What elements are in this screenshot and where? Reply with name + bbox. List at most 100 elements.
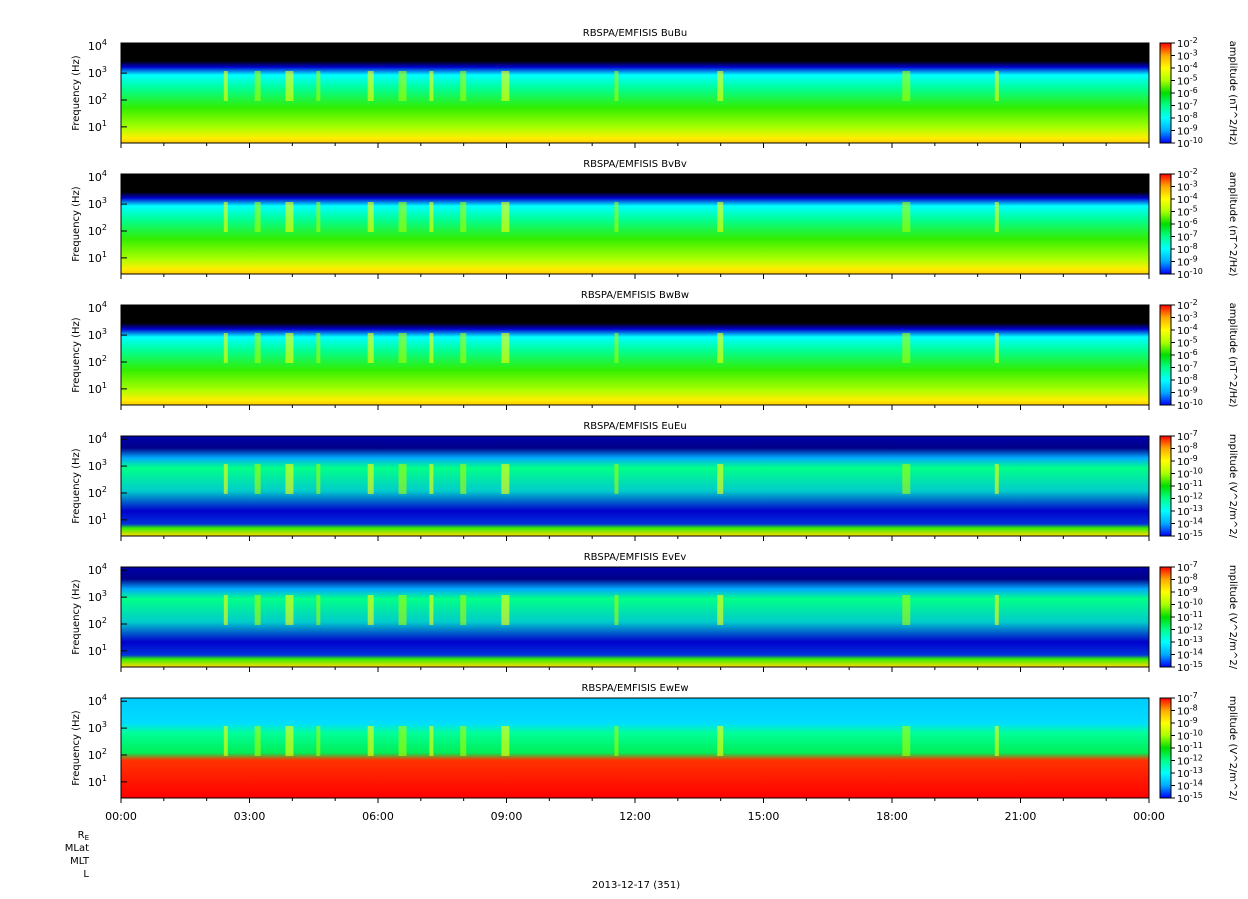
emission-burst xyxy=(316,726,321,756)
colorbar-tick-label: 10-13 xyxy=(1177,635,1203,649)
y-tick-label: 103 xyxy=(88,196,107,211)
emission-burst xyxy=(254,464,261,494)
emission-burst xyxy=(398,71,407,101)
spectrogram-panel-2: RBSPA/EMFISIS BvBv Frequency (Hz) 101 102 10… xyxy=(71,159,1238,281)
x-tick-label: 12:00 xyxy=(619,810,651,823)
emission-burst xyxy=(429,464,434,494)
spectrogram-panel-4: RBSPA/EMFISIS EuEu Frequency (Hz) 101 102 10… xyxy=(71,421,1238,543)
emission-burst xyxy=(398,464,407,494)
colorbar-tick-label: 10-4 xyxy=(1177,323,1198,337)
colorbar-tick-label: 10-6 xyxy=(1177,86,1198,100)
colorbar-tick-label: 10-2 xyxy=(1177,167,1198,181)
emission-burst xyxy=(460,464,467,494)
x-tick-label: 15:00 xyxy=(748,810,780,823)
colorbar-label: mplitude (V^2/m^2/ xyxy=(1227,565,1238,670)
ephemeris-row-label: MLat xyxy=(65,843,89,854)
x-tick-label: 09:00 xyxy=(491,810,523,823)
emission-burst xyxy=(367,726,374,756)
y-tick-label: 104 xyxy=(88,169,107,184)
colorbar-tick-label: 10-7 xyxy=(1177,691,1198,705)
spectrogram-panel-5: RBSPA/EMFISIS EvEv Frequency (Hz) 101 102 10… xyxy=(71,552,1238,674)
emission-burst xyxy=(285,71,294,101)
ephemeris-row-label: L xyxy=(83,869,89,880)
y-axis-label: Frequency (Hz) xyxy=(71,186,82,262)
colorbar-tick-label: 10-12 xyxy=(1177,623,1203,637)
emission-burst xyxy=(398,333,407,363)
x-tick-label: 03:00 xyxy=(234,810,266,823)
colorbar-label: amplitude (nT^2/Hz) xyxy=(1227,172,1238,277)
emission-burst xyxy=(285,595,294,625)
emission-burst xyxy=(316,202,321,232)
time-axis: 00:00 03:00 06:00 09:00 12:00 15:00 18:00 21:00… xyxy=(65,810,1165,891)
y-tick-label: 104 xyxy=(88,300,107,315)
y-axis-label: Frequency (Hz) xyxy=(71,579,82,655)
y-tick-label: 103 xyxy=(88,720,107,735)
emission-burst xyxy=(367,595,374,625)
x-tick-label: 00:00 xyxy=(105,810,137,823)
emission-burst xyxy=(717,333,724,363)
colorbar: 10-710-810-910-1010-1110-1210-1310-1410-… xyxy=(1159,691,1238,805)
y-tick-label: 103 xyxy=(88,589,107,604)
y-tick-label: 101 xyxy=(88,250,107,265)
y-tick-label: 104 xyxy=(88,38,107,53)
colorbar-tick-label: 10-7 xyxy=(1177,361,1198,375)
emission-burst xyxy=(902,202,911,232)
colorbar-tick-label: 10-10 xyxy=(1177,398,1203,412)
emission-burst xyxy=(316,71,321,101)
emission-burst xyxy=(285,464,294,494)
emission-burst xyxy=(429,202,434,232)
panel-title: RBSPA/EMFISIS EwEw xyxy=(581,683,688,694)
panel-title: RBSPA/EMFISIS BwBw xyxy=(581,290,689,301)
emission-burst xyxy=(429,71,434,101)
emission-burst xyxy=(717,464,724,494)
emission-burst xyxy=(285,202,294,232)
colorbar-gradient xyxy=(1159,697,1172,799)
emission-burst xyxy=(994,71,999,101)
emission-burst xyxy=(285,333,294,363)
x-tick-label: 06:00 xyxy=(362,810,394,823)
emission-burst xyxy=(398,202,407,232)
colorbar-tick-label: 10-12 xyxy=(1177,754,1203,768)
colorbar-tick-label: 10-5 xyxy=(1177,336,1198,350)
colorbar-tick-label: 10-14 xyxy=(1177,779,1203,793)
emission-burst xyxy=(614,333,619,363)
emission-burst xyxy=(994,595,999,625)
emission-burst xyxy=(398,726,407,756)
emission-burst xyxy=(614,595,619,625)
colorbar-tick-label: 10-6 xyxy=(1177,348,1198,362)
emission-burst xyxy=(501,333,510,363)
colorbar-tick-label: 10-11 xyxy=(1177,610,1203,624)
y-tick-label: 103 xyxy=(88,65,107,80)
emission-burst xyxy=(717,726,724,756)
colorbar-tick-label: 10-3 xyxy=(1177,311,1198,325)
y-tick-label: 102 xyxy=(88,616,107,631)
colorbar-tick-label: 10-7 xyxy=(1177,429,1198,443)
emission-burst xyxy=(223,202,228,232)
emission-burst xyxy=(994,333,999,363)
colorbar-tick-label: 10-8 xyxy=(1177,704,1198,718)
emission-burst xyxy=(501,595,510,625)
colorbar-tick-label: 10-9 xyxy=(1177,716,1198,730)
date-label: 2013-12-17 (351) xyxy=(592,880,680,891)
emission-burst xyxy=(994,726,999,756)
y-tick-label: 102 xyxy=(88,485,107,500)
colorbar-tick-label: 10-9 xyxy=(1177,454,1198,468)
emission-burst xyxy=(367,71,374,101)
spectrogram-panel-3: RBSPA/EMFISIS BwBw Frequency (Hz) 101 102 10… xyxy=(71,290,1238,412)
emission-burst xyxy=(614,464,619,494)
emission-burst xyxy=(223,726,228,756)
colorbar-tick-label: 10-5 xyxy=(1177,205,1198,219)
emission-burst xyxy=(994,202,999,232)
colorbar-tick-label: 10-13 xyxy=(1177,766,1203,780)
emission-burst xyxy=(902,726,911,756)
y-tick-label: 102 xyxy=(88,223,107,238)
colorbar-tick-label: 10-10 xyxy=(1177,467,1203,481)
colorbar-tick-label: 10-15 xyxy=(1177,660,1203,674)
emission-burst xyxy=(902,595,911,625)
colorbar-tick-label: 10-10 xyxy=(1177,136,1203,150)
colorbar-tick-label: 10-15 xyxy=(1177,529,1203,543)
colorbar-label: mplitude (V^2/m^2/ xyxy=(1227,434,1238,539)
emission-burst xyxy=(902,464,911,494)
emission-burst xyxy=(316,333,321,363)
colorbar-tick-label: 10-10 xyxy=(1177,267,1203,281)
